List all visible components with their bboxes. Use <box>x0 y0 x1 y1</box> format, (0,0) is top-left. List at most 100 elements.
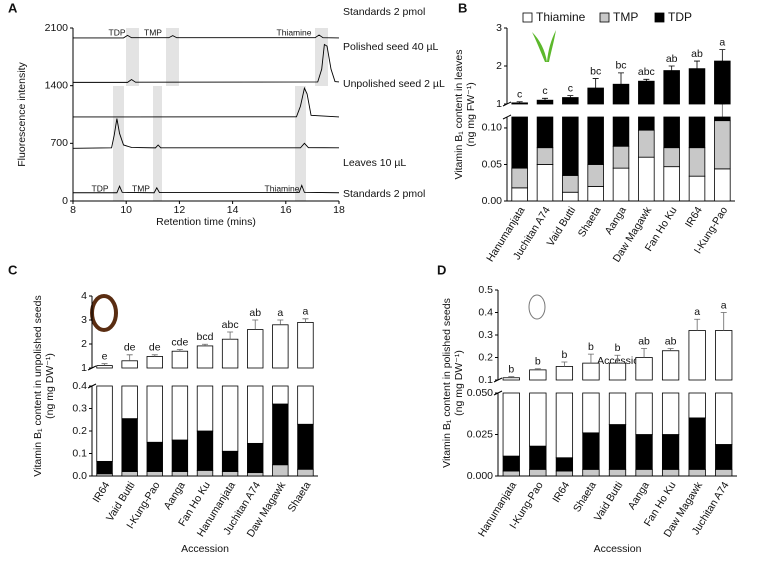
significance-letter: b <box>535 356 541 368</box>
bar-segment <box>582 432 600 470</box>
bar-segment <box>247 472 264 477</box>
error-bar <box>252 319 259 330</box>
panel-label: B <box>458 0 467 15</box>
bar-segment <box>272 324 289 369</box>
bar-segment <box>582 392 600 434</box>
bar-segment <box>612 116 630 147</box>
peak-annotation: Thiamine <box>265 183 300 193</box>
bar-segment <box>562 116 579 176</box>
bar-segment <box>196 469 214 477</box>
y-tick-label: 0.0 <box>72 470 87 482</box>
peak-annotation: Thiamine <box>277 27 312 37</box>
bar-segment <box>688 175 706 202</box>
y-tick-label: 1 <box>496 98 502 110</box>
y-axis-title: Vitamin B₁ content in polished seeds <box>441 298 453 468</box>
y-tick-label: 1 <box>81 362 87 374</box>
bar-segment <box>638 156 655 202</box>
error-bar <box>567 95 574 98</box>
error-bar <box>592 78 599 89</box>
bar-segment <box>608 424 627 470</box>
trace-label: Standards 2 pmol <box>343 188 425 200</box>
error-bar <box>668 65 675 71</box>
bar-segment <box>715 468 733 477</box>
significance-letter: bcd <box>197 331 214 343</box>
panel-label: A <box>8 0 18 15</box>
bar-segment <box>635 357 653 381</box>
trace-label: Leaves 10 µL <box>343 157 406 169</box>
y-tick-label: 0.4 <box>478 306 493 318</box>
legend-swatch <box>654 12 665 23</box>
x-tick-label: 16 <box>280 204 292 216</box>
bar-segment <box>297 385 314 425</box>
bar-segment <box>582 468 600 477</box>
trace <box>73 43 340 83</box>
bar-segment <box>663 70 680 105</box>
significance-letter: ab <box>638 335 650 347</box>
y-tick-label: 700 <box>50 137 68 149</box>
bar-segment <box>511 187 528 202</box>
y-tick-label: 0.4 <box>72 380 87 392</box>
bar-segment <box>511 116 528 169</box>
y-tick-label: 0.000 <box>467 470 493 482</box>
panel-label: D <box>437 262 446 277</box>
significance-letter: cde <box>171 336 188 348</box>
significance-letter: ab <box>249 307 261 319</box>
bar-segment <box>529 468 547 477</box>
bar-segment <box>688 330 706 381</box>
bar-segment <box>582 362 600 381</box>
bar-segment <box>555 366 574 381</box>
significance-letter: b <box>615 342 621 354</box>
trace-label: Unpolished seed 2 µL <box>343 78 445 90</box>
error-bar <box>694 318 701 331</box>
y-tick-label: 4 <box>81 290 87 302</box>
bar-segment <box>96 365 113 369</box>
error-bar <box>719 49 726 62</box>
y-tick-label: 0.10 <box>482 122 503 134</box>
retention-bands <box>113 28 328 201</box>
y-tick-label: 0.2 <box>478 351 493 363</box>
bar-segment <box>96 460 113 475</box>
bar-segment <box>221 471 239 477</box>
x-tick-label: 18 <box>333 204 345 216</box>
y-tick-label: 3 <box>496 22 502 34</box>
y-tick-label: 0.00 <box>482 195 503 207</box>
significance-letter: a <box>303 306 309 318</box>
bar-segment <box>146 441 163 472</box>
error-bar <box>508 376 515 378</box>
bar-segment <box>587 185 604 202</box>
significance-letter: c <box>542 85 547 97</box>
significance-letter: bc <box>590 65 601 77</box>
bar-segment <box>146 356 163 369</box>
bar-segment <box>121 360 138 369</box>
y-tick-label: 0.3 <box>478 329 493 341</box>
bar-segment <box>635 434 653 470</box>
bar-segment <box>121 418 138 472</box>
x-axis-title: Accession <box>181 543 229 555</box>
bar-segment <box>587 116 604 165</box>
bar-segment <box>196 430 214 471</box>
bar-segment <box>612 145 630 169</box>
legend-label: Thiamine <box>536 10 586 24</box>
error-bar <box>587 353 594 364</box>
bar-segment <box>502 392 520 457</box>
x-axis-title: Accession <box>594 543 642 555</box>
y-axis-title: Fluorescence intensity <box>16 62 28 167</box>
bar-segment <box>502 470 520 477</box>
y-tick-label: 0.3 <box>72 402 87 414</box>
bar-segment <box>562 191 579 202</box>
significance-letter: a <box>694 306 700 318</box>
bar-segment <box>196 385 214 432</box>
bar-segment <box>688 68 706 105</box>
polished-seed-icon <box>528 294 546 320</box>
error-bar <box>151 354 158 357</box>
error-bar <box>101 363 108 366</box>
significance-letter: b <box>508 363 514 375</box>
trace <box>72 118 340 149</box>
bar-segment <box>536 147 554 165</box>
bar-segment <box>663 147 680 168</box>
bar-segment <box>272 403 289 466</box>
bar-segment <box>221 450 239 472</box>
significance-letter: bc <box>615 60 626 72</box>
significance-letter: b <box>561 349 567 361</box>
